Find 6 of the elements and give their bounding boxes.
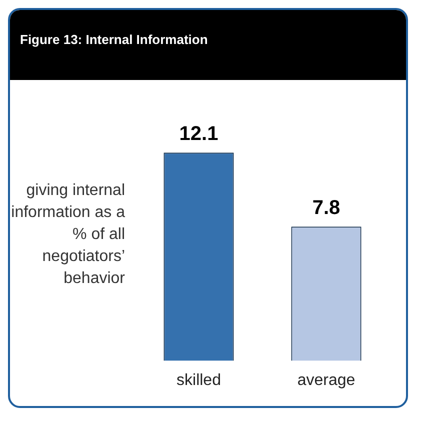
data-label: 12.1 — [179, 123, 218, 146]
chart-title: Figure 13: Internal Information — [10, 10, 406, 80]
x-tick-label: average — [297, 372, 356, 389]
x-tick-label: skilled — [176, 372, 221, 389]
y-axis-title: giving internal information as a % of all negotiators’ behavior — [10, 181, 126, 289]
data-label: 7.8 — [312, 197, 340, 220]
